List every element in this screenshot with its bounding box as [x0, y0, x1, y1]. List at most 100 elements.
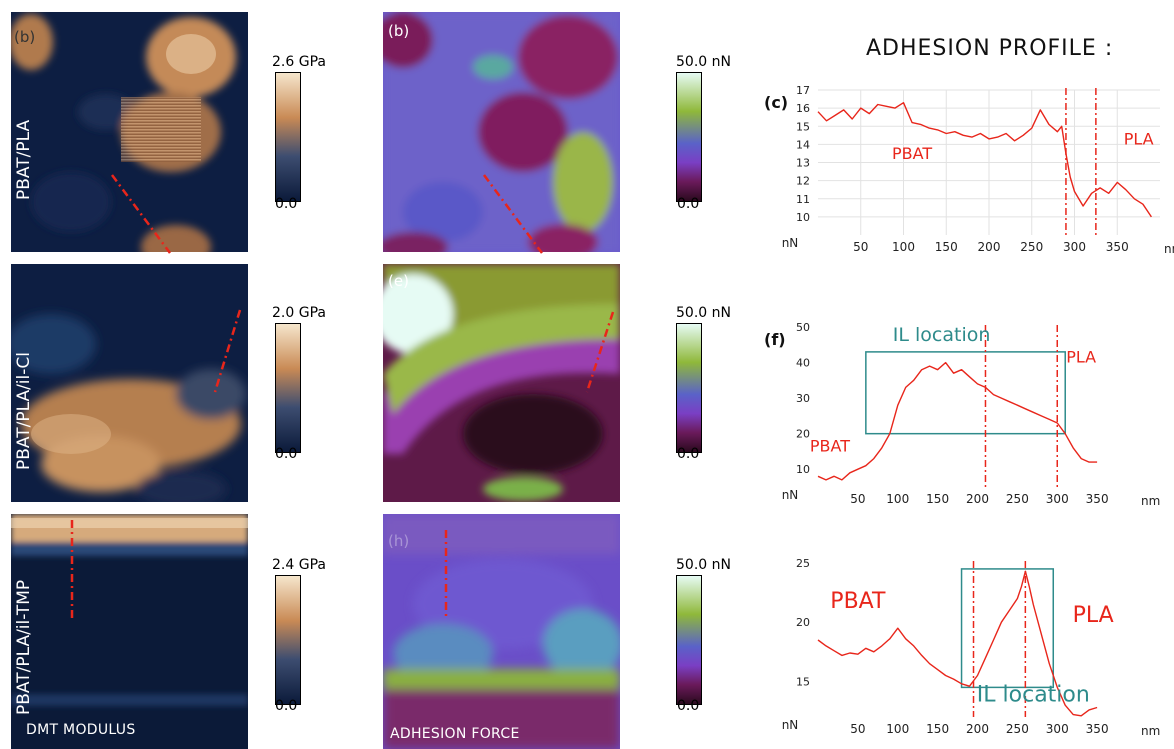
adhesion-colorbar-min-3: 0.0	[677, 698, 700, 714]
adhesion-image-1	[383, 12, 620, 252]
modulus-image-1	[11, 12, 248, 252]
x-tick-label-5: 300	[1046, 492, 1069, 505]
x-tick-label-0: 50	[853, 240, 868, 254]
annotation-1: PLA	[1066, 348, 1096, 367]
adhesion-line-1	[482, 174, 544, 254]
annotation-0: IL location	[893, 324, 991, 346]
modulus-line-1	[110, 174, 172, 254]
x-tick-label-1: 100	[886, 492, 909, 505]
adhesion-panel-letter-3: (h)	[388, 532, 410, 550]
modulus-colorbar-1	[275, 72, 301, 202]
adhesion-panel-letter-2: (e)	[388, 272, 409, 290]
x-tick-label-0: 50	[850, 722, 865, 736]
y-tick-label-2: 25	[796, 557, 810, 570]
adhesion-profile-lines	[444, 174, 615, 620]
modulus-map-row2	[11, 264, 248, 502]
x-tick-label-2: 150	[935, 240, 958, 254]
annotation-1: PLA	[1124, 129, 1154, 148]
y-axis-unit: nN	[782, 718, 799, 732]
adhesion-colorbar-min-1: 0.0	[677, 196, 700, 212]
adhesion-colorbar-min-2: 0.0	[677, 446, 700, 462]
adhesion-map-row2	[383, 264, 620, 502]
y-axis-unit: nN	[782, 488, 799, 502]
adhesion-colorbar-max-1: 50.0 nN	[676, 54, 731, 70]
adhesion-line-2	[585, 311, 615, 393]
x-tick-label-6: 350	[1086, 492, 1109, 505]
annotation-0: PBAT	[830, 589, 886, 614]
adhesion-profile-chart-i: 50 100 150 200 250 300 350 15 20 25 nN nm PBAT PLA IL …	[782, 557, 1161, 738]
modulus-line-2	[213, 309, 242, 393]
il-location-box	[865, 351, 1066, 435]
series-line-0	[817, 361, 1098, 481]
x-axis-unit: nm	[1141, 724, 1160, 738]
adhesion-profile-chart-f: 50 100 150 200 250 300 350 10 20 30 40 50 nN nm (f) IL …	[764, 321, 1160, 505]
y-tick-label-1: 20	[796, 616, 810, 629]
y-tick-label-1: 20	[796, 428, 810, 441]
profile-title: ADHESION PROFILE :	[866, 36, 1114, 61]
modulus-image-3	[11, 514, 248, 749]
modulus-colorbar-min-3: 0.0	[275, 698, 298, 714]
x-tick-label-4: 250	[1020, 240, 1043, 254]
series-line-0	[817, 102, 1152, 218]
adhesion-colorbar-max-3: 50.0 nN	[676, 557, 731, 573]
modulus-colorbar-3	[275, 575, 301, 705]
x-tick-label-6: 350	[1106, 240, 1129, 254]
adhesion-colorbar-3	[676, 575, 702, 705]
adhesion-colorbar-2	[676, 323, 702, 453]
modulus-colorbar-min-2: 0.0	[275, 446, 298, 462]
adhesion-profile-chart-c: 50 100 150 200 250 300 350 10 11 12 13 14 15 16 17 nN nm…	[764, 84, 1174, 256]
annotation-0: PBAT	[892, 144, 932, 163]
y-tick-label-2: 12	[796, 175, 810, 188]
modulus-colorbar-2	[275, 323, 301, 453]
modulus-map-row3	[11, 514, 248, 749]
x-tick-label-2: 150	[926, 722, 949, 736]
annotation-2: IL location	[977, 683, 1090, 708]
modulus-colorbar-min-1: 0.0	[275, 196, 298, 212]
adhesion-colorbar-max-2: 50.0 nN	[676, 305, 731, 321]
modulus-colorbar-max-3: 2.4 GPa	[272, 557, 326, 573]
modulus-profile-lines	[70, 174, 242, 620]
modulus-colorbar-max-2: 2.0 GPa	[272, 305, 326, 321]
adhesion-panel-letter-1: (b)	[388, 22, 410, 40]
y-tick-label-7: 17	[796, 84, 810, 97]
y-tick-label-2: 30	[796, 392, 810, 405]
adhesion-map-row1	[383, 12, 620, 252]
y-tick-label-5: 15	[796, 120, 810, 133]
x-tick-label-5: 300	[1046, 722, 1069, 736]
y-tick-label-0: 10	[796, 463, 810, 476]
y-tick-label-4: 50	[796, 321, 810, 334]
y-tick-label-1: 11	[796, 193, 810, 206]
x-tick-label-4: 250	[1006, 492, 1029, 505]
panel-label: (c)	[764, 93, 788, 112]
x-tick-label-1: 100	[886, 722, 909, 736]
y-axis-unit: nN	[782, 236, 799, 250]
modulus-colorbar-max-1: 2.6 GPa	[272, 54, 326, 70]
y-tick-label-4: 14	[796, 138, 810, 151]
x-tick-label-1: 100	[892, 240, 915, 254]
y-tick-label-0: 15	[796, 675, 810, 688]
modulus-panel-letter-1: (b)	[14, 28, 36, 46]
y-tick-label-3: 40	[796, 357, 810, 370]
series-line-0	[817, 570, 1098, 717]
adhesion-image-3	[383, 514, 620, 749]
x-axis-unit: nm	[1164, 242, 1174, 256]
y-tick-label-0: 10	[796, 211, 810, 224]
adhesion-map-row3	[383, 514, 620, 749]
annotation-2: PBAT	[810, 436, 850, 455]
adhesion-colorbar-1	[676, 72, 702, 202]
x-tick-label-5: 300	[1063, 240, 1086, 254]
modulus-bottom-label: DMT MODULUS	[26, 722, 136, 738]
x-tick-label-3: 200	[978, 240, 1001, 254]
x-axis-unit: nm	[1141, 494, 1160, 505]
y-tick-label-3: 13	[796, 157, 810, 170]
y-tick-label-6: 16	[796, 102, 810, 115]
panel-label: (f)	[764, 330, 786, 349]
x-tick-label-2: 150	[926, 492, 949, 505]
annotation-1: PLA	[1073, 603, 1114, 628]
adhesion-image-2	[383, 264, 620, 502]
modulus-image-2	[11, 264, 248, 502]
x-tick-label-6: 350	[1086, 722, 1109, 736]
x-tick-label-0: 50	[850, 492, 865, 505]
modulus-map-row1	[11, 12, 248, 252]
il-location-box	[960, 568, 1055, 689]
